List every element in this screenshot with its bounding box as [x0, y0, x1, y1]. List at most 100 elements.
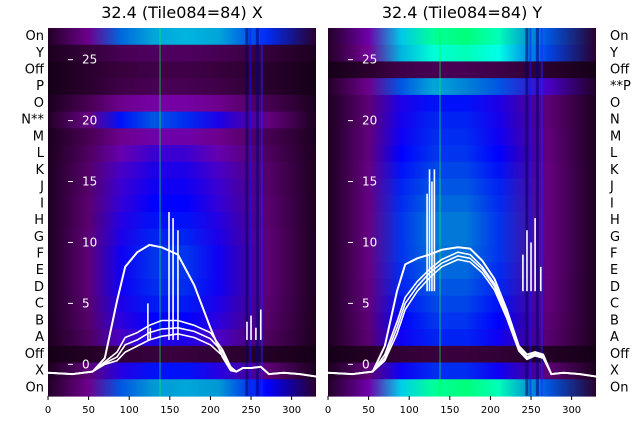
heatmap-row: [328, 94, 596, 113]
row-label: G: [610, 230, 620, 245]
heatmap-stripe: [245, 28, 249, 396]
row-label: M: [33, 129, 44, 144]
heatmap-row: [48, 178, 316, 196]
overlay-y-tick-label: 15: [362, 175, 377, 189]
row-label: Off: [25, 347, 45, 362]
row-label: L: [610, 146, 618, 161]
row-label: On: [610, 29, 628, 44]
row-label: N**: [21, 113, 44, 128]
x-tick-label: 300: [562, 405, 581, 416]
row-label: M: [610, 129, 621, 144]
row-label: On: [26, 29, 44, 44]
row-label: G: [34, 230, 44, 245]
heatmap-row: [48, 329, 316, 347]
heatmap-row: [328, 145, 596, 163]
heatmap-row: [328, 178, 596, 196]
heatmap-row: [48, 195, 316, 213]
heatmap-row: [48, 111, 316, 129]
overlay-y-tick-label: 0: [362, 357, 370, 371]
heatmap-row: [48, 61, 316, 79]
heatmap-spike-line: [439, 28, 441, 396]
heatmap-row: [328, 111, 596, 129]
heatmap-row: [48, 278, 316, 297]
heatmap-row: [328, 262, 596, 280]
row-label: H: [34, 213, 44, 228]
heatmap-row: [328, 212, 596, 230]
row-label: K: [610, 163, 619, 178]
chart-title: 32.4 (Tile084=84) X: [101, 3, 263, 22]
row-label: On: [610, 380, 628, 395]
heatmap-row: [48, 262, 316, 280]
heatmap-stripe: [255, 28, 259, 396]
heatmap-row: [48, 379, 316, 397]
heatmap-row: [48, 44, 316, 63]
heatmap-row: [328, 362, 596, 380]
row-label: Y: [35, 46, 44, 61]
row-label: E: [610, 263, 618, 278]
chart-panel-2: 32.4 (Tile084=84) Y On Y Off **P ONMLKJIHGFE…: [325, 3, 631, 416]
row-label: On: [26, 380, 44, 395]
heatmap-row: [328, 312, 596, 330]
row-label: **P: [610, 79, 631, 94]
chart-title: 32.4 (Tile084=84) Y: [382, 3, 543, 22]
overlay-series-4: [327, 258, 597, 378]
heatmap-stripe: [529, 28, 532, 396]
heatmap-row: [328, 245, 596, 263]
overlay-y-tick-label: 20: [82, 114, 97, 128]
overlay-series-4: [47, 333, 317, 378]
heatmap-row: [328, 161, 596, 180]
row-label: I: [40, 196, 44, 211]
overlay-y-tick-label: 25: [82, 53, 97, 67]
heatmap: [48, 28, 316, 397]
row-label: Off: [610, 63, 630, 78]
heatmap-row: [48, 78, 316, 96]
row-label: J: [39, 180, 44, 195]
row-label: F: [610, 247, 617, 262]
row-label: H: [610, 213, 620, 228]
row-label: Off: [610, 347, 630, 362]
heatmap-row: [328, 379, 596, 397]
x-tick-label: 50: [362, 405, 375, 416]
row-label: Off: [25, 63, 45, 78]
overlay-y-tick-label: 10: [362, 235, 377, 249]
x-tick-label: 150: [160, 405, 179, 416]
heatmap-row: [328, 28, 596, 46]
x-tick-label: 100: [120, 405, 139, 416]
overlay-y-tick-label: 15: [82, 175, 97, 189]
heatmap-row: [48, 245, 316, 263]
overlay-y-tick-label: 10: [82, 235, 97, 249]
heatmap: [328, 28, 596, 397]
heatmap-row: [328, 128, 596, 146]
row-label: A: [35, 330, 44, 345]
row-label: O: [34, 96, 44, 111]
x-tick-label: 0: [325, 405, 331, 416]
x-tick-label: 0: [45, 405, 51, 416]
overlay-y-tick-label: 20: [362, 114, 377, 128]
row-label: B: [610, 313, 619, 328]
heatmap-spike-line: [159, 28, 161, 396]
x-tick-label: 200: [481, 405, 500, 416]
heatmap-row: [48, 128, 316, 146]
row-label: C: [610, 297, 619, 312]
heatmap-row: [328, 195, 596, 213]
heatmap-stripe: [260, 28, 263, 396]
heatmap-row: [48, 161, 316, 180]
x-tick-label: 50: [82, 405, 95, 416]
overlay-y-tick-label: 5: [82, 296, 90, 310]
heatmap-row: [328, 78, 596, 96]
heatmap-stripe: [249, 28, 252, 396]
overlay-y-tick-label: 0: [82, 357, 90, 371]
heatmap-row: [48, 28, 316, 46]
row-label: K: [35, 163, 44, 178]
row-label: L: [37, 146, 45, 161]
row-label: I: [610, 196, 614, 211]
heatmap-row: [328, 329, 596, 347]
row-label: F: [37, 247, 44, 262]
row-label: O: [610, 96, 620, 111]
overlay-y-tick-label: 5: [362, 296, 370, 310]
x-tick-label: 200: [201, 405, 220, 416]
x-tick-label: 100: [400, 405, 419, 416]
row-label: D: [610, 280, 620, 295]
